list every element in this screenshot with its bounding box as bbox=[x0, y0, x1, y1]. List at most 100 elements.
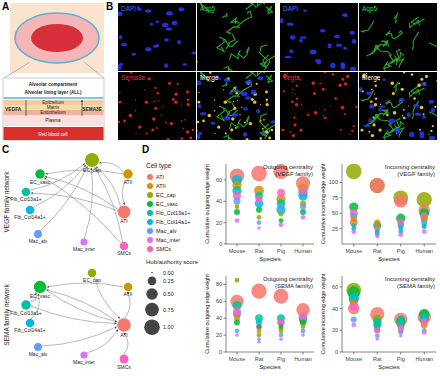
nucleus bbox=[243, 107, 248, 110]
nucleus bbox=[164, 63, 168, 68]
ligand-signal bbox=[293, 116, 295, 118]
legend-size-label: 0.50 bbox=[163, 291, 174, 297]
ligand-signal bbox=[271, 129, 274, 132]
nucleus bbox=[182, 63, 187, 65]
ligand-signal bbox=[344, 82, 347, 85]
node-label: Mac_alv bbox=[29, 351, 48, 357]
point bbox=[251, 284, 266, 299]
ligand-signal bbox=[260, 104, 261, 105]
legend-entry: Mac_alv bbox=[156, 228, 177, 234]
network-edge bbox=[31, 193, 118, 211]
ligand-signal bbox=[374, 103, 377, 106]
network-node bbox=[35, 169, 44, 178]
point bbox=[279, 329, 284, 334]
micrograph-bg bbox=[280, 72, 358, 140]
x-tick bbox=[281, 244, 282, 247]
marks bbox=[346, 283, 431, 341]
ligand-signal bbox=[322, 88, 325, 91]
aqp5-signal bbox=[219, 37, 238, 47]
x-tick bbox=[377, 244, 378, 247]
ligand-signal bbox=[300, 79, 302, 81]
micrograph: Sema3e bbox=[118, 71, 196, 141]
ligand-signal bbox=[361, 129, 364, 132]
point bbox=[373, 318, 381, 326]
aqp5-signal bbox=[197, 123, 198, 131]
point bbox=[274, 289, 289, 304]
legend-size-label: 0.75 bbox=[163, 307, 174, 313]
nucleus bbox=[257, 76, 263, 80]
point bbox=[233, 198, 240, 205]
point bbox=[398, 232, 403, 237]
ligand-signal bbox=[214, 133, 215, 134]
x-tick-label: Rat bbox=[373, 248, 382, 254]
blood bbox=[31, 24, 83, 52]
ligand-signal bbox=[295, 94, 296, 95]
point bbox=[351, 316, 357, 322]
aqp5-signal bbox=[266, 75, 272, 82]
y-tick-label: 60 bbox=[216, 177, 222, 183]
aqp5-signal bbox=[394, 13, 399, 24]
micrograph-bg bbox=[280, 3, 358, 71]
y-tick-label: 20 bbox=[216, 220, 222, 226]
network-node bbox=[124, 283, 132, 291]
x-tick bbox=[259, 352, 260, 355]
aqp5-signal bbox=[411, 86, 425, 93]
ligand-signal bbox=[187, 103, 190, 106]
node-label: Fib_Col13a1+ bbox=[10, 196, 41, 202]
ligand-signal bbox=[262, 128, 263, 129]
point bbox=[235, 333, 239, 337]
ligand-signal bbox=[296, 85, 298, 87]
ligand-signal bbox=[351, 130, 353, 132]
x-tick-label: Human bbox=[415, 356, 433, 362]
legend-size bbox=[145, 303, 159, 317]
nucleus bbox=[327, 43, 331, 48]
ligand-signal bbox=[245, 138, 248, 140]
network-node bbox=[34, 230, 42, 238]
y-tick bbox=[224, 335, 227, 336]
micrograph: Merge bbox=[183, 65, 277, 142]
ligand-signal bbox=[168, 82, 171, 85]
y-tick bbox=[340, 330, 343, 331]
nucleus bbox=[420, 133, 425, 138]
y-tick bbox=[340, 197, 343, 198]
aqp5-signal bbox=[266, 6, 272, 13]
aqp5-signal bbox=[230, 18, 240, 23]
ligand-signal bbox=[198, 92, 199, 93]
nucleus bbox=[224, 116, 230, 121]
micrograph-bg bbox=[118, 3, 196, 71]
ligand-signal bbox=[187, 100, 188, 101]
ligand-signal bbox=[329, 105, 330, 106]
chart-title: Outgoing centrality(SEMA family) bbox=[263, 276, 313, 289]
y-tick-label: 80 bbox=[216, 281, 222, 287]
point bbox=[375, 235, 379, 239]
aqp5-signal bbox=[217, 109, 225, 121]
ligand-signal bbox=[189, 137, 192, 140]
aqp5-signal bbox=[387, 31, 393, 38]
ligand-signal bbox=[324, 72, 326, 74]
nucleus bbox=[270, 120, 275, 123]
y-axis bbox=[226, 164, 227, 244]
nucleus bbox=[121, 43, 127, 46]
x-axis bbox=[226, 244, 314, 245]
node-label: ATI bbox=[120, 218, 127, 224]
ligand-signal bbox=[334, 97, 337, 100]
y-tick bbox=[224, 352, 227, 353]
nucleus bbox=[145, 47, 151, 52]
node-label: Fib_Col14a1+ bbox=[14, 327, 45, 333]
point bbox=[422, 229, 427, 234]
nucleus bbox=[118, 11, 123, 16]
channel-label: Vegfa bbox=[283, 74, 300, 82]
panel-letter: B bbox=[106, 1, 113, 12]
point bbox=[257, 333, 262, 338]
chart-title-line: (SEMA family) bbox=[397, 283, 435, 289]
ligand-signal bbox=[307, 114, 309, 116]
nucleus bbox=[234, 89, 238, 92]
ligand-signal bbox=[266, 99, 268, 101]
ligand-signal bbox=[181, 120, 183, 122]
micrograph-bg bbox=[118, 72, 196, 140]
y-tick bbox=[224, 201, 227, 202]
aqp5-signal bbox=[246, 3, 257, 10]
aqp5-signal bbox=[238, 47, 249, 58]
ligand-signal bbox=[241, 106, 242, 107]
ligand-signal bbox=[156, 127, 158, 129]
